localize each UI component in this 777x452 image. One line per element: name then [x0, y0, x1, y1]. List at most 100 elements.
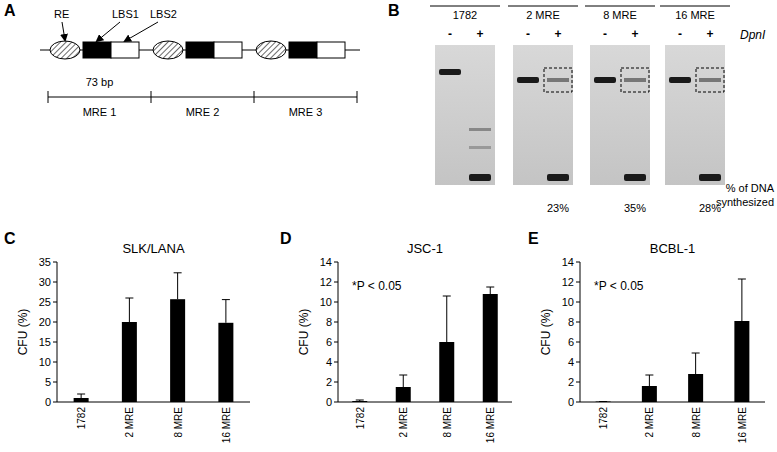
y-tick-label: 2: [326, 376, 332, 388]
lane-label: 1782: [453, 9, 477, 21]
bar: [122, 322, 137, 402]
lbs1-box: [186, 42, 214, 58]
y-tick-label: 4: [326, 356, 332, 368]
y-tick-label: 10: [320, 296, 332, 308]
bar: [74, 398, 89, 402]
y-tick-label: 20: [39, 316, 51, 328]
treatment-label: -: [603, 27, 607, 41]
x-tick-label: 1782: [355, 407, 366, 430]
axis-title: CFU (%): [539, 309, 553, 356]
y-tick: [576, 302, 580, 303]
treatment-label: +: [476, 27, 483, 41]
y-tick: [576, 382, 580, 383]
y-tick: [334, 382, 338, 383]
band: [699, 78, 721, 82]
y-tick-label: 10: [39, 356, 51, 368]
lane-overline: [585, 6, 655, 7]
error-bar: [443, 296, 451, 342]
lbs1-box: [83, 42, 111, 58]
element-label: LBS2: [150, 8, 177, 20]
bar: [642, 386, 657, 402]
gel: 1782-+2 MRE-+23%8 MRE-+35%16 MRE-+28%Dpn…: [430, 6, 775, 214]
bar: [218, 323, 233, 402]
band: [669, 77, 691, 83]
treatment-label: -: [448, 27, 452, 41]
chart-title: BCBL-1: [650, 241, 696, 256]
highlight-box: [544, 68, 572, 92]
gel-image: [590, 45, 650, 185]
x-tick-label: 8 MRE: [691, 407, 702, 438]
treatment-label: +: [631, 27, 638, 41]
unit-label: MRE 1: [83, 106, 117, 118]
bar: [396, 387, 411, 402]
y-tick-label: 0: [45, 396, 51, 408]
y-tick: [53, 282, 57, 283]
bar-chart: BCBL-1CFU (%)02468101214*P < 0.0517822 M…: [539, 241, 765, 443]
bar: [596, 401, 611, 402]
y-tick-label: 30: [39, 276, 51, 288]
lane-label: 16 MRE: [675, 9, 715, 21]
band: [594, 77, 616, 83]
y-tick-label: 15: [39, 336, 51, 348]
treatment-label: +: [706, 27, 713, 41]
y-tick-label: 2: [568, 376, 574, 388]
unit-label: MRE 3: [289, 106, 323, 118]
y-tick-label: 8: [568, 316, 574, 328]
band: [547, 174, 569, 181]
lane-overline: [660, 6, 730, 7]
error-bar: [174, 273, 182, 299]
gel-image: [665, 45, 725, 185]
treatment-label: +: [554, 27, 561, 41]
error-bar: [486, 287, 494, 294]
y-tick-label: 8: [326, 316, 332, 328]
y-tick-label: 14: [320, 256, 332, 268]
bar: [734, 321, 749, 402]
lane-label: 2 MRE: [526, 9, 560, 21]
scale-tick: [357, 91, 358, 103]
x-tick-label: 8 MRE: [442, 407, 453, 438]
lbs2-box: [111, 42, 139, 58]
y-tick-label: 0: [568, 396, 574, 408]
scale-line: [48, 97, 357, 98]
error-bar: [692, 353, 700, 374]
caption: synthesized: [716, 196, 774, 208]
bar: [688, 374, 703, 402]
diagram: RELBS1LBS273 bpMRE 1MRE 2MRE 3: [40, 8, 360, 118]
length-label: 73 bp: [86, 76, 114, 88]
re-element: [256, 41, 286, 59]
gel-image: [435, 45, 495, 185]
panel-label: D: [280, 230, 292, 247]
unit-label: MRE 2: [186, 106, 220, 118]
y-tick-label: 6: [326, 336, 332, 348]
y-tick: [53, 302, 57, 303]
gel-image: [513, 45, 573, 185]
band: [547, 78, 569, 82]
treatment-label: -: [678, 27, 682, 41]
y-tick-label: 35: [39, 256, 51, 268]
x-tick-label: 1782: [76, 407, 87, 430]
error-bar: [599, 401, 607, 402]
y-tick: [53, 342, 57, 343]
y-tick: [53, 402, 57, 403]
element-label: LBS1: [112, 8, 139, 20]
band: [699, 174, 721, 181]
y-tick: [334, 262, 338, 263]
band: [517, 77, 539, 83]
error-bar: [645, 375, 653, 386]
y-tick: [53, 382, 57, 383]
re-element: [50, 41, 80, 59]
y-tick: [53, 322, 57, 323]
y-tick-label: 5: [45, 376, 51, 388]
y-tick: [334, 282, 338, 283]
band: [624, 174, 646, 181]
error-bar: [399, 375, 407, 387]
pointer-arrow: [97, 22, 120, 41]
y-tick: [334, 402, 338, 403]
chart-title: SLK/LANA: [122, 241, 184, 256]
axis-title: CFU (%): [297, 309, 311, 356]
scale-tick: [48, 91, 49, 103]
pointer-arrow: [62, 22, 65, 40]
pointer-arrow: [125, 22, 158, 41]
panel-label: C: [4, 230, 16, 247]
y-tick: [576, 402, 580, 403]
